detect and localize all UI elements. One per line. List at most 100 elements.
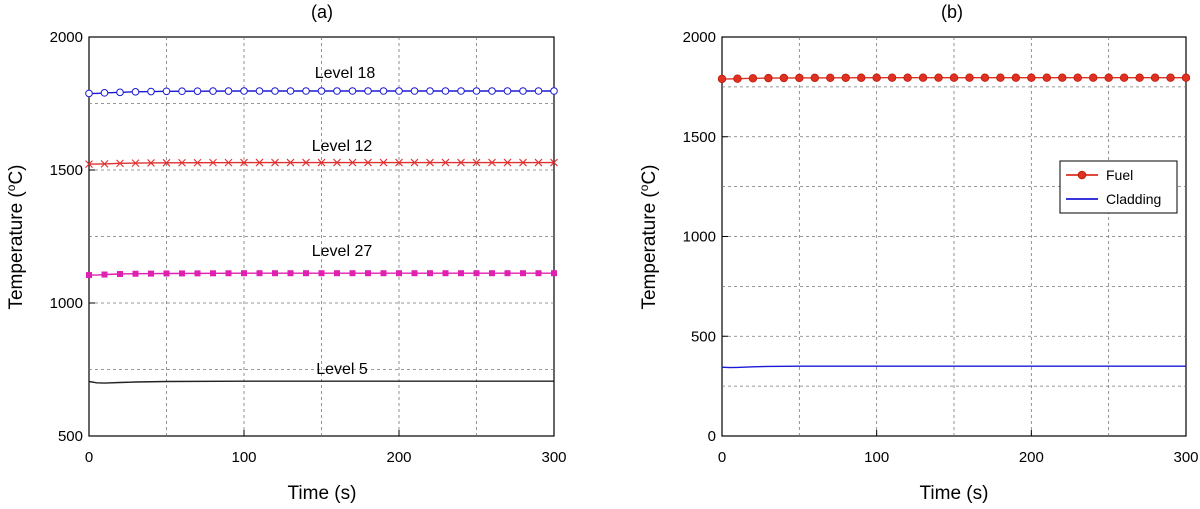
series-level-12 [85,158,558,169]
data-point [934,73,943,82]
data-point [458,270,464,277]
series-line-cladding [721,365,1186,369]
data-point [179,270,185,277]
grid-b [722,37,1186,436]
data-point [457,87,465,95]
data-point [903,73,912,82]
data-point [303,270,309,277]
data-point [717,74,727,84]
data-point [918,73,928,82]
panel-label-a: (a) [311,2,333,22]
data-point [1119,73,1129,82]
data-point [85,89,93,98]
data-point [980,73,990,82]
data-point [1027,73,1036,82]
data-point [1088,73,1098,82]
data-point [209,87,217,95]
data-point [795,73,804,83]
data-point [333,158,341,167]
data-point [224,158,233,167]
y-tick-label: 0 [708,428,716,445]
data-point [240,87,248,95]
series-cladding [721,365,1186,369]
data-point [395,158,403,167]
series-level-27 [86,270,557,279]
series-layer-a [85,87,558,384]
data-point [210,270,216,277]
x-tick-label: 0 [718,449,726,466]
data-point [271,87,279,95]
data-point [147,159,155,167]
data-point [1150,73,1160,82]
data-point [178,158,186,167]
y-tick-label: 2000 [50,29,83,46]
data-point [1042,73,1051,82]
data-point [209,158,217,167]
data-point [410,158,419,167]
data-point [441,87,450,95]
data-point [193,158,202,167]
data-point [504,270,511,277]
data-point [748,74,758,83]
annotation-level-18: Level 18 [315,65,376,82]
series-fuel [717,73,1191,84]
y-tick-label: 1500 [50,162,83,179]
data-point [411,270,418,277]
data-point [1011,73,1021,82]
data-point [550,158,558,167]
data-point [162,87,171,96]
data-point [826,73,835,83]
data-point [86,272,92,279]
data-point [240,158,248,167]
data-point [473,270,480,277]
data-point [488,158,496,167]
data-point [100,159,109,168]
data-point [318,270,325,277]
data-point [178,87,186,96]
data-point [85,160,93,169]
legend: Fuel Cladding [1059,160,1178,214]
data-point [457,158,465,167]
data-point [101,271,108,278]
data-point [764,73,773,83]
data-point [503,158,512,167]
data-point [395,87,403,95]
data-point [348,87,357,95]
ticks-b: 0 100 200 300 0 500 1000 1500 2000 [683,29,1199,466]
data-point [379,158,388,167]
data-point [302,158,310,167]
data-point [379,87,388,95]
data-point [779,73,789,83]
data-point [302,87,310,95]
data-point [116,159,124,168]
data-point [365,270,371,277]
data-point [1073,73,1082,82]
x-axis-title-a: Time (s) [288,483,357,504]
legend-box [1059,160,1178,214]
data-point [733,74,742,83]
data-point [193,87,202,95]
data-point [364,87,372,95]
data-point [1166,73,1175,82]
data-point [519,158,527,167]
data-point [965,73,974,82]
data-point [472,158,481,167]
data-point [287,270,294,277]
data-point [349,270,356,277]
data-point [841,73,850,82]
data-point [286,158,295,167]
data-point [255,158,264,167]
data-point [163,270,170,277]
data-point [317,158,326,167]
annotation-level-12: Level 12 [312,138,373,155]
series-level-18 [85,87,558,98]
data-point [364,158,372,167]
x-tick-label: 100 [864,449,889,466]
data-point [551,270,557,277]
legend-fuel-marker [1077,170,1087,180]
series-level-5 [88,380,554,384]
data-point [442,270,449,277]
data-point [255,87,264,95]
data-point [194,270,201,277]
data-point [148,270,154,277]
